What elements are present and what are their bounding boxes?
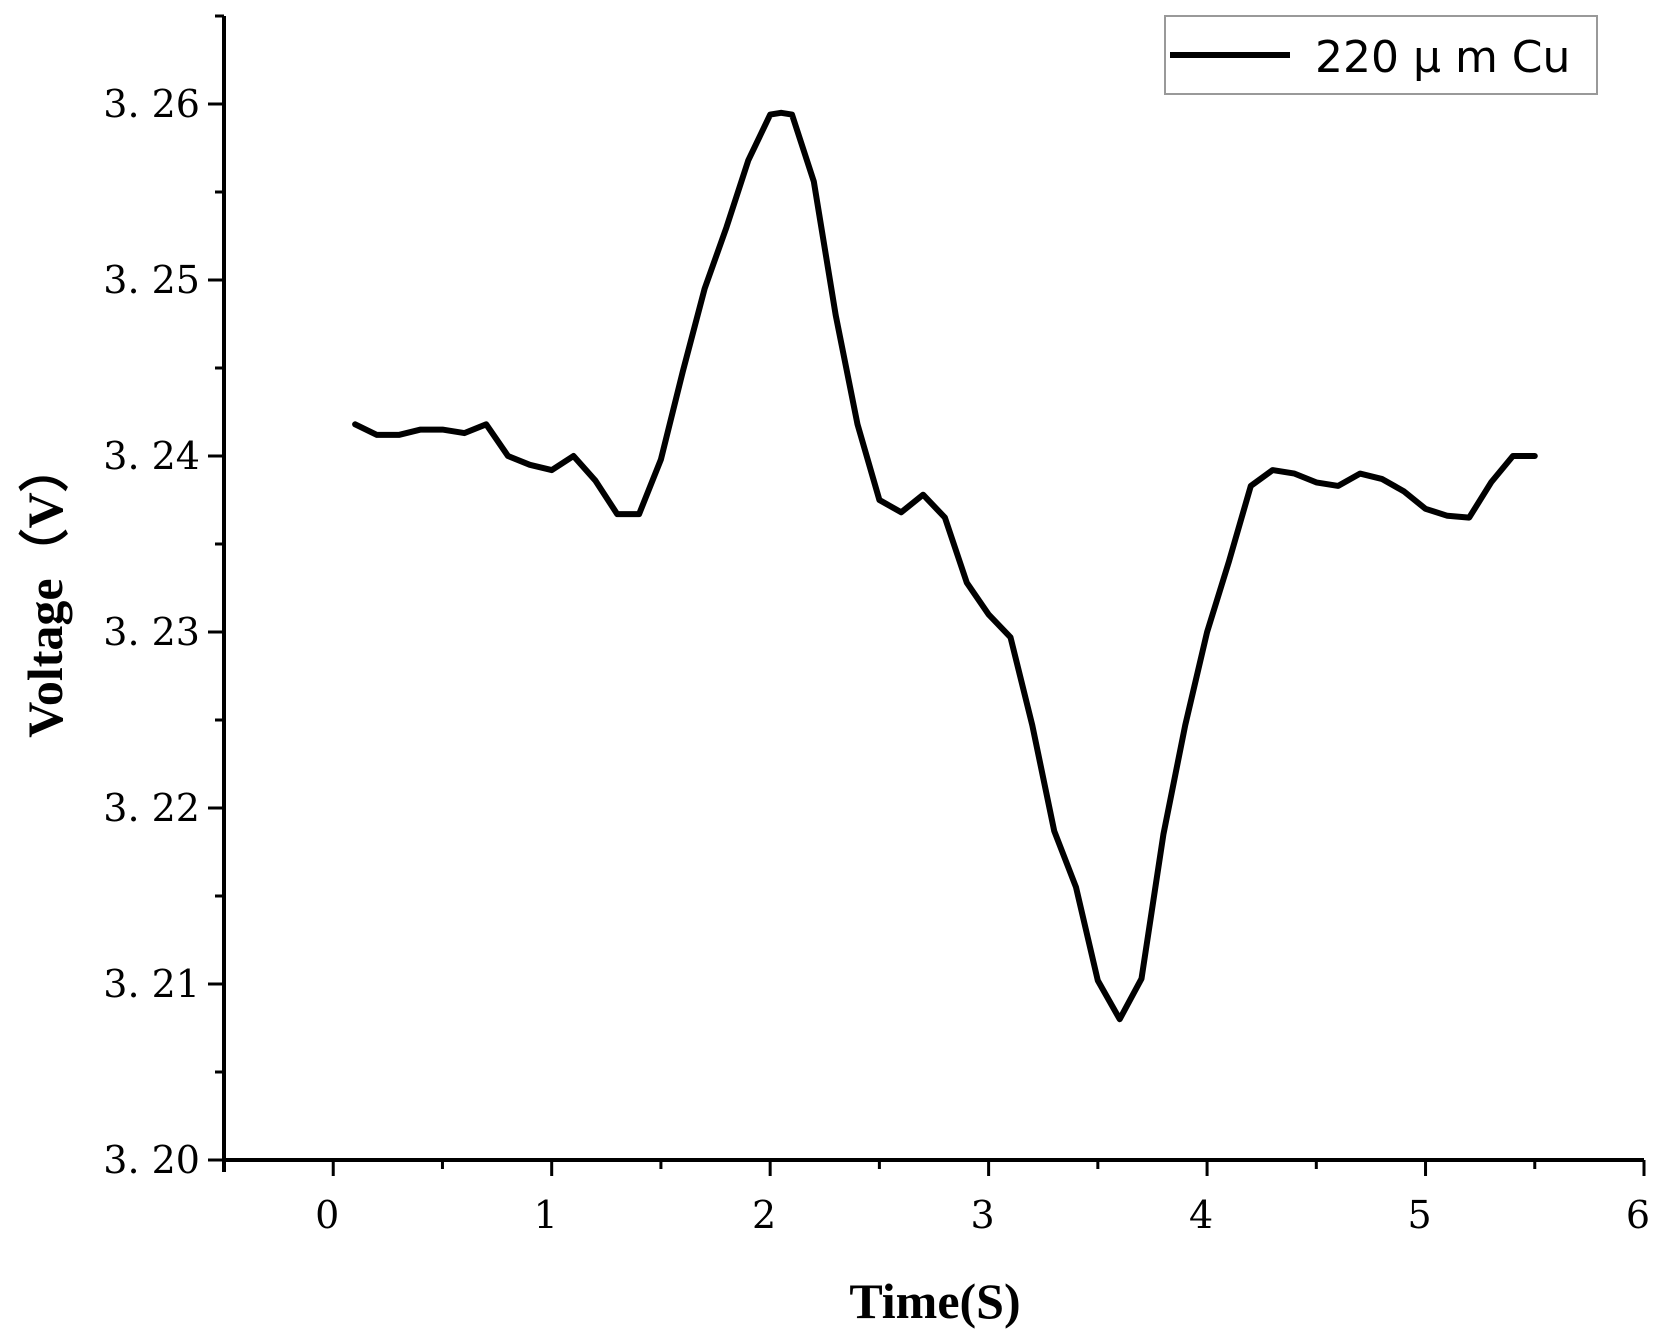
x-tick-label: 2 xyxy=(752,1193,776,1237)
legend-label: 220 μ m Cu xyxy=(1315,32,1570,83)
x-tick-label: 6 xyxy=(1626,1193,1650,1237)
x-tick-label: 0 xyxy=(315,1193,339,1237)
x-tick-label: 4 xyxy=(1189,1193,1213,1237)
x-axis-ticks: 0 1 2 3 4 5 6 xyxy=(222,1160,1650,1237)
axes xyxy=(222,16,1644,1172)
y-axis-ticks: 3. 20 3. 21 3. 22 3. 23 3. 24 3. 25 3. 26 xyxy=(103,14,224,1182)
x-tick-label: 3 xyxy=(971,1193,995,1237)
y-axis-title: Voltage（V） xyxy=(17,442,73,737)
legend: 220 μ m Cu xyxy=(1164,15,1598,95)
series-layer xyxy=(352,109,1538,1023)
x-tick-label: 1 xyxy=(534,1193,558,1237)
y-tick-label: 3. 20 xyxy=(103,1138,200,1182)
y-tick-label: 3. 22 xyxy=(103,786,200,830)
y-tick-label: 3. 23 xyxy=(103,610,200,654)
x-tick-label: 5 xyxy=(1407,1193,1431,1237)
y-tick-label: 3. 24 xyxy=(103,434,200,478)
y-tick-label: 3. 21 xyxy=(103,962,200,1006)
series-line xyxy=(352,109,1538,1023)
y-tick-label: 3. 25 xyxy=(103,258,200,302)
y-tick-label: 3. 26 xyxy=(103,82,200,126)
x-axis-title: Time(S) xyxy=(849,1273,1020,1329)
